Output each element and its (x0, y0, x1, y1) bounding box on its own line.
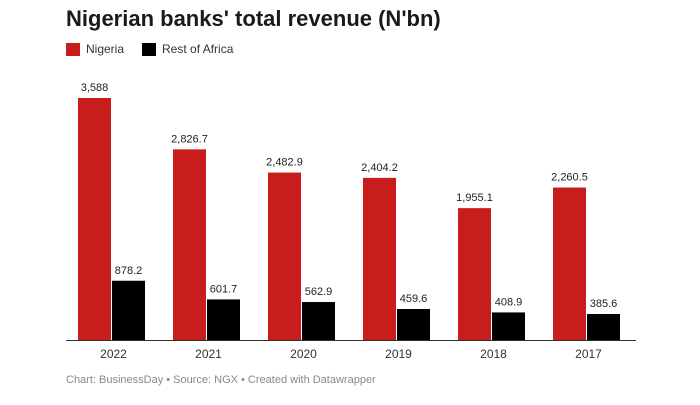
legend-item-rest-of-africa: Rest of Africa (142, 42, 233, 56)
bar-rest-of-africa-2019 (397, 309, 430, 340)
bar-rest-of-africa-2018 (492, 312, 525, 340)
x-tick-label-2017: 2017 (575, 347, 602, 361)
data-label-nigeria-2021: 2,826.7 (171, 133, 208, 145)
data-label-nigeria-2019: 2,404.2 (361, 162, 398, 174)
data-label-nigeria-2018: 1,955.1 (456, 192, 493, 204)
x-tick-label-2019: 2019 (385, 347, 412, 361)
chart-title: Nigerian banks' total revenue (N'bn) (66, 6, 441, 31)
legend-swatch-rest-of-africa (142, 42, 157, 56)
data-label-nigeria-2022: 3,588 (81, 82, 109, 94)
data-label-rest-of-africa-2020: 562.9 (305, 286, 333, 298)
data-label-nigeria-2017: 2,260.5 (551, 172, 588, 184)
x-tick-label-2020: 2020 (290, 347, 317, 361)
x-tick-label-2021: 2021 (195, 347, 222, 361)
data-label-rest-of-africa-2022: 878.2 (115, 265, 143, 277)
data-label-rest-of-africa-2019: 459.6 (400, 293, 428, 305)
bar-rest-of-africa-2021 (207, 299, 240, 340)
legend-swatch-nigeria (66, 42, 80, 56)
data-label-nigeria-2020: 2,482.9 (266, 157, 303, 169)
bar-nigeria-2022 (78, 98, 111, 340)
bar-nigeria-2020 (268, 172, 301, 340)
data-label-rest-of-africa-2021: 601.7 (210, 283, 238, 295)
legend-label-nigeria: Nigeria (86, 42, 125, 56)
bar-rest-of-africa-2017 (587, 313, 620, 340)
data-label-rest-of-africa-2017: 385.6 (590, 298, 618, 310)
bar-nigeria-2018 (458, 208, 491, 340)
bar-nigeria-2019 (363, 177, 396, 340)
data-label-rest-of-africa-2018: 408.9 (495, 296, 523, 308)
x-tick-label-2018: 2018 (480, 347, 507, 361)
chart-footer: Chart: BusinessDay • Source: NGX • Creat… (66, 374, 376, 386)
legend-label-rest-of-africa: Rest of Africa (162, 42, 234, 56)
legend: Nigeria Rest of Africa (66, 42, 251, 56)
x-tick-label-2022: 2022 (100, 347, 127, 361)
bar-rest-of-africa-2022 (112, 280, 145, 340)
bar-nigeria-2021 (173, 149, 206, 340)
legend-item-nigeria: Nigeria (66, 42, 124, 56)
bar-rest-of-africa-2020 (302, 302, 335, 340)
bar-nigeria-2017 (553, 187, 586, 340)
